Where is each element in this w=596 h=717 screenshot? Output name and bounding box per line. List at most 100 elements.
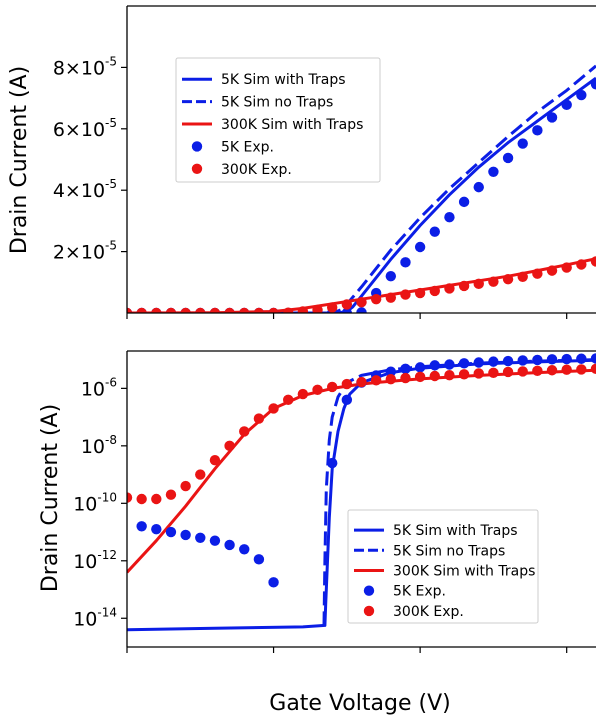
y-tick-mantissa: 6×10 — [53, 119, 105, 141]
data-point — [590, 363, 596, 375]
data-point — [239, 307, 250, 313]
data-point — [136, 307, 147, 313]
data-point — [283, 307, 294, 313]
data-point — [297, 306, 309, 313]
y-tick-mantissa: 10 — [73, 493, 97, 515]
data-point — [268, 403, 279, 414]
y-tick-exponent: -5 — [105, 177, 117, 191]
data-point — [473, 368, 484, 379]
y-tick-mantissa: 2×10 — [53, 242, 105, 264]
data-point — [429, 285, 440, 297]
data-point — [341, 307, 353, 313]
data-point — [561, 353, 572, 365]
data-point — [400, 363, 411, 375]
data-point — [488, 166, 499, 177]
data-point — [546, 354, 558, 365]
data-point — [414, 241, 426, 253]
data-point — [283, 394, 294, 406]
data-point — [312, 304, 323, 313]
legend-marker — [191, 141, 203, 152]
data-point — [444, 369, 455, 381]
legend-label: 5K Sim with Traps — [221, 72, 346, 88]
data-point — [151, 523, 162, 535]
data-point — [370, 375, 382, 386]
data-point — [195, 469, 206, 480]
y-tick-exponent: -14 — [97, 605, 117, 619]
plot-area — [127, 64, 596, 313]
legend-label: 300K Exp. — [393, 604, 464, 620]
data-point — [517, 271, 528, 282]
data-point — [224, 539, 235, 551]
data-point — [341, 299, 353, 310]
data-point — [136, 493, 147, 505]
legend-marker — [363, 585, 375, 596]
y-tick-mantissa: 10 — [81, 436, 105, 458]
data-point — [385, 373, 397, 385]
data-point — [517, 366, 528, 377]
y-tick-label: 10-8 — [81, 433, 117, 458]
data-point — [488, 367, 499, 379]
data-point — [517, 138, 528, 149]
legend-label: 5K Sim no Traps — [221, 95, 333, 111]
data-point — [136, 521, 147, 532]
y-tick-mantissa: 4×10 — [53, 180, 105, 202]
data-point — [180, 307, 191, 313]
y-tick-mantissa: 10 — [73, 551, 97, 573]
legend-frame — [347, 509, 539, 624]
data-point — [414, 362, 426, 373]
y-tick-label: 10-10 — [73, 490, 117, 515]
data-point — [180, 480, 191, 492]
legend-label: 5K Exp. — [221, 139, 274, 155]
data-point — [326, 457, 338, 469]
data-point — [165, 307, 177, 313]
data-point — [385, 270, 397, 282]
data-point — [561, 364, 572, 375]
data-point — [326, 302, 338, 313]
legend-label: 300K Sim with Traps — [221, 117, 363, 133]
legend: 5K Sim with Traps 5K Sim no Traps 300K Sim… — [347, 509, 539, 624]
data-point — [400, 257, 411, 268]
y-tick-label: 6×10-5 — [53, 116, 117, 141]
data-point — [356, 307, 367, 313]
legend-marker — [191, 163, 203, 174]
data-point — [576, 364, 587, 375]
data-point — [576, 89, 587, 101]
data-point — [429, 360, 440, 371]
data-point — [127, 307, 133, 313]
data-point — [473, 278, 484, 290]
data-point — [576, 259, 587, 270]
data-point — [414, 287, 426, 299]
data-point — [532, 365, 543, 377]
data-point — [356, 297, 367, 308]
data-point — [253, 413, 265, 424]
data-point — [429, 370, 440, 382]
y-tick-exponent: -5 — [105, 239, 117, 253]
data-point — [414, 371, 426, 383]
data-point — [180, 529, 191, 541]
data-point — [224, 440, 235, 452]
y-axis-label: Drain Current (A) — [7, 66, 32, 254]
data-point — [209, 307, 221, 313]
y-tick-exponent: -5 — [105, 54, 117, 68]
y-tick-exponent: -5 — [105, 116, 117, 130]
legend-label: 5K Sim no Traps — [393, 543, 505, 559]
data-point — [253, 554, 265, 565]
legend-label: 300K Exp. — [221, 162, 292, 178]
y-tick-mantissa: 10 — [81, 378, 105, 400]
data-point — [532, 268, 543, 279]
data-point — [385, 366, 397, 377]
data-point — [312, 384, 323, 395]
legend-frame — [175, 57, 381, 183]
data-point — [458, 280, 470, 292]
y-tick-mantissa: 10 — [73, 608, 97, 630]
series-300k-exp- — [127, 256, 596, 313]
data-point — [502, 355, 514, 367]
data-point — [297, 388, 309, 400]
data-point — [239, 544, 250, 555]
data-point — [151, 493, 162, 505]
y-tick-label: 4×10-5 — [53, 177, 117, 202]
data-point — [532, 354, 543, 366]
data-point — [502, 152, 514, 164]
